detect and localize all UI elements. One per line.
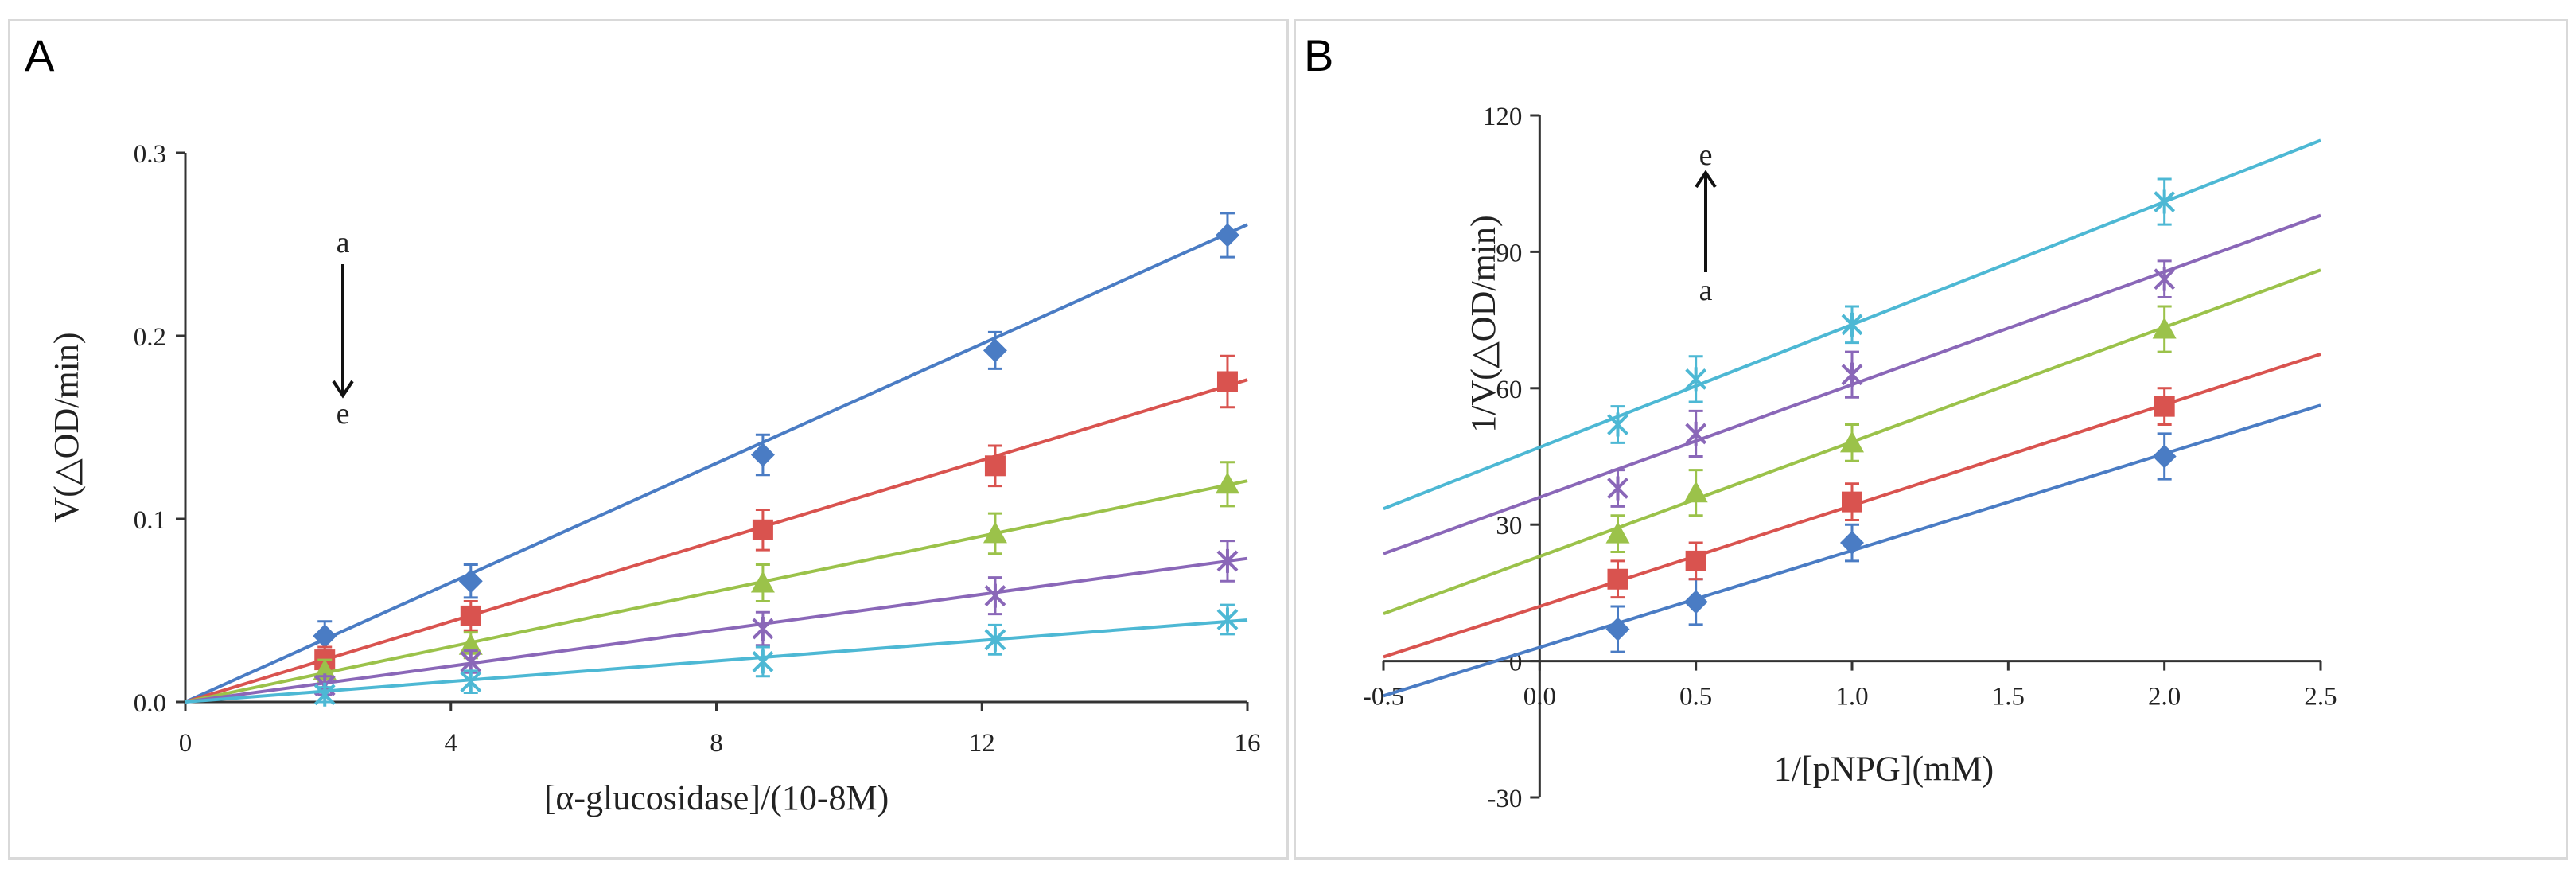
y-axis-title-a: V(△OD/min)	[47, 332, 86, 522]
data-point-b-c	[1840, 431, 1864, 453]
concentration-arrow-b-head	[1695, 170, 1717, 189]
x-axis-title-a: [α-glucosidase]/(10-8M)	[544, 778, 889, 817]
chart-a-svg: A [α-glucosidase]/(10-8M) V(△OD/min) 0 4 8…	[25, 30, 1261, 817]
fit-line-a-b	[185, 378, 1248, 704]
panel-b: B 1/[pNPG](mM) 1/V(△OD/min) -0.5 0.0 0.5 1.…	[1294, 19, 2568, 860]
data-point-b-d	[1607, 476, 1628, 501]
data-point-a-a	[313, 624, 337, 649]
fit-line-a-a	[185, 223, 1248, 704]
x-tick-label-b: 0.0	[1523, 683, 1556, 711]
data-point-b-e	[1685, 367, 1707, 392]
data-point-a-a	[750, 442, 775, 467]
arrow-label-a-bottom: e	[337, 397, 350, 431]
y-tick-label-b: 90	[1496, 239, 1522, 267]
data-point-a-a	[458, 569, 483, 594]
fit-line-a-c	[185, 479, 1248, 704]
data-point-b-a	[1840, 531, 1864, 555]
y-axis-title-b: 1/V(△OD/min)	[1464, 215, 1503, 432]
data-point-a-d	[984, 583, 1006, 608]
data-point-b-c	[1683, 481, 1708, 503]
x-tick-label-b: 1.5	[1992, 683, 2025, 711]
x-tick-label-b: 2.0	[2148, 683, 2181, 711]
data-point-a-d	[1216, 548, 1239, 573]
y-tick-label-a: 0.3	[134, 140, 166, 169]
data-point-a-b	[1216, 371, 1238, 392]
data-point-a-b	[984, 455, 1006, 477]
x-tick-label-a: 16	[1235, 729, 1261, 758]
y-tick-label-b: 60	[1496, 376, 1522, 404]
data-point-b-b	[1685, 550, 1706, 571]
arrow-label-b-bottom: a	[1699, 274, 1713, 307]
data-point-b-b	[2154, 396, 2175, 417]
data-point-b-d	[1685, 421, 1707, 446]
data-point-a-a	[983, 338, 1007, 363]
x-tick-label-b: -0.5	[1363, 683, 1404, 711]
data-point-b-b	[1842, 491, 1862, 513]
data-point-a-e	[1216, 607, 1239, 632]
y-tick-label-a: 0.2	[134, 323, 166, 352]
data-point-a-c	[458, 633, 483, 655]
data-point-a-e	[313, 682, 336, 707]
arrow-label-b-top: e	[1699, 138, 1713, 172]
x-tick-label-b: 0.5	[1679, 683, 1712, 711]
chart-b-svg: B 1/[pNPG](mM) 1/V(△OD/min) -0.5 0.0 0.5 1.…	[1304, 30, 2337, 813]
data-point-a-c	[1215, 472, 1239, 494]
panel-a-letter: A	[25, 30, 55, 80]
x-tick-label-a: 8	[710, 729, 723, 758]
data-point-a-b	[752, 519, 773, 540]
x-tick-label-b: 1.0	[1835, 683, 1868, 711]
data-point-b-a	[2152, 444, 2177, 469]
fit-line-a-d	[185, 556, 1248, 704]
data-point-b-e	[1841, 312, 1863, 337]
x-tick-label-a: 12	[969, 729, 995, 758]
data-point-a-e	[984, 627, 1006, 652]
fit-line-a-e	[185, 618, 1248, 704]
data-point-a-a	[1215, 223, 1239, 248]
arrow-label-a-top: a	[337, 226, 350, 259]
x-tick-label-b: 2.5	[2304, 683, 2337, 711]
x-tick-label-a: 4	[445, 729, 458, 758]
panel-b-letter: B	[1304, 30, 1333, 80]
y-tick-label-b: -30	[1487, 785, 1522, 813]
y-tick-label-a: 0.1	[134, 506, 166, 535]
data-point-a-d	[752, 617, 774, 641]
data-point-a-c	[313, 658, 337, 680]
data-point-b-b	[1607, 568, 1628, 590]
data-point-a-c	[983, 521, 1007, 544]
panel-a: A [α-glucosidase]/(10-8M) V(△OD/min) 0 4 8…	[8, 19, 1289, 860]
data-point-b-e	[2154, 189, 2176, 214]
data-point-a-c	[750, 571, 775, 593]
data-point-b-a	[1605, 617, 1630, 641]
data-point-a-b	[460, 605, 481, 626]
data-point-b-c	[1605, 521, 1630, 544]
x-axis-title-b: 1/[pNPG](mM)	[1774, 750, 1994, 789]
data-point-b-e	[1607, 412, 1628, 437]
data-point-a-e	[752, 649, 774, 674]
data-point-b-a	[1683, 590, 1708, 614]
data-point-b-c	[2152, 317, 2177, 339]
y-tick-label-b: 30	[1496, 512, 1522, 540]
concentration-arrow-a-head	[332, 380, 354, 399]
x-tick-label-a: 0	[179, 729, 193, 758]
y-tick-label-b: 120	[1483, 103, 1523, 131]
data-point-b-d	[2154, 267, 2176, 291]
y-tick-label-a: 0.0	[134, 689, 166, 718]
data-point-b-d	[1841, 362, 1863, 387]
data-point-a-e	[460, 669, 482, 694]
